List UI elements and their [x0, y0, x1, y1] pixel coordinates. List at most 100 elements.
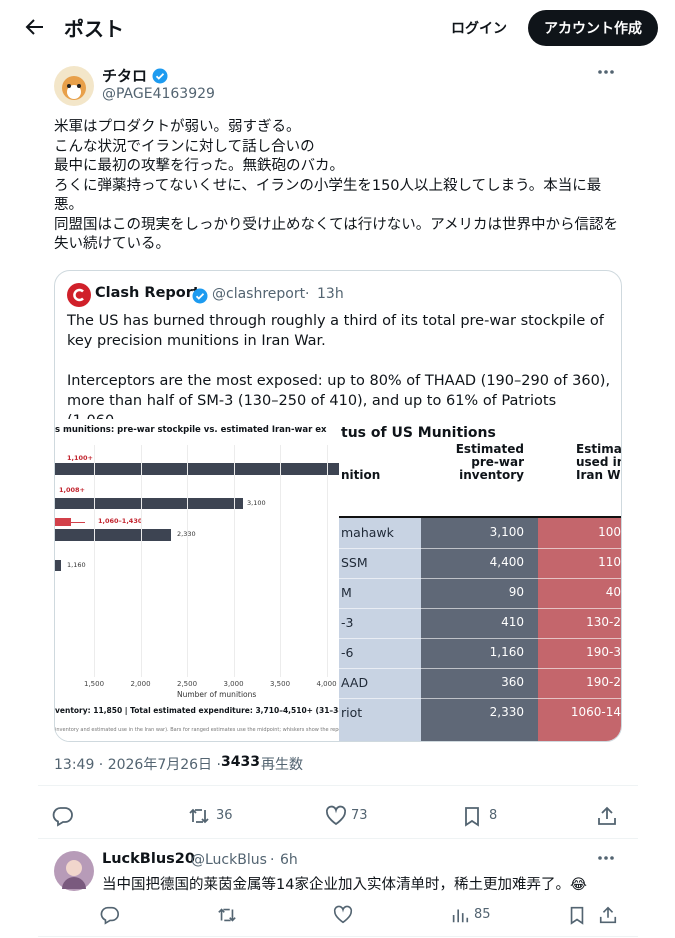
- divider: [38, 785, 638, 786]
- like-button[interactable]: [325, 805, 347, 827]
- quoted-post[interactable]: Clash Report @clashreport · 13h The US h…: [54, 270, 622, 742]
- table-header: nition: [341, 468, 381, 482]
- whisker: [55, 522, 85, 523]
- table-cell: mahawk: [341, 525, 394, 540]
- back-button[interactable]: [24, 16, 46, 38]
- bookmark-button[interactable]: [567, 905, 587, 925]
- table-cell: 3,100: [489, 525, 524, 539]
- view-label: 再生数: [261, 757, 303, 773]
- like-count: 73: [351, 808, 368, 823]
- table-cell: 40: [605, 585, 621, 599]
- reply-button[interactable]: [100, 905, 120, 925]
- bar-label: 2,330: [177, 530, 196, 538]
- reply-body: 当中国把德国的莱茵金属等14家企业加入实体清单时，稀土更加难弄了。😂: [102, 877, 587, 893]
- reply-author-name[interactable]: LuckBlus20: [102, 851, 195, 867]
- table-cell: riot: [341, 705, 363, 720]
- x-tick-label: 2,000: [130, 680, 151, 688]
- repost-button[interactable]: [188, 805, 210, 827]
- more-button[interactable]: [596, 66, 616, 78]
- grid-line: [187, 445, 188, 677]
- more-button[interactable]: [596, 852, 616, 864]
- table-cell: -6: [341, 645, 354, 660]
- bookmark-count: 8: [489, 808, 498, 823]
- table-header: used in t: [576, 455, 621, 469]
- x-tick-label: 2,500: [177, 680, 198, 688]
- table-header: pre-war: [471, 455, 524, 469]
- x-axis-label: Number of munitions: [177, 690, 257, 699]
- share-button[interactable]: [598, 905, 618, 925]
- bar-label: 1,160: [67, 561, 86, 569]
- bar: [55, 560, 61, 571]
- table-cell: AAD: [341, 675, 369, 690]
- share-button[interactable]: [596, 805, 618, 827]
- post-line: 米軍はプロダクトが弱い。弱すぎる。: [54, 119, 301, 135]
- x-tick-label: 1,500: [84, 680, 105, 688]
- page-title: ポスト: [64, 17, 124, 41]
- table-header: Estimated: [455, 442, 524, 456]
- grid-line: [140, 445, 142, 677]
- chart-title: s munitions: pre-war stockpile vs. estim…: [55, 425, 327, 435]
- separator: ·: [270, 852, 275, 868]
- reply-author-handle[interactable]: @LuckBlus: [191, 852, 267, 868]
- row-rule: [339, 608, 621, 609]
- table-cell: -3: [341, 615, 354, 630]
- post-line: 同盟国はこの現実をしっかり受け止めなくては行けない。アメリカは世界中から信認を失…: [54, 216, 619, 253]
- bar-label: 1,100+: [67, 454, 94, 462]
- author-name[interactable]: チタロ: [102, 67, 148, 85]
- table-cell: 2,330: [489, 705, 524, 719]
- table-header: inventory: [459, 468, 524, 482]
- table-cell: 360: [501, 675, 524, 689]
- table-cell: SSM: [341, 555, 368, 570]
- munitions-chart: s munitions: pre-war stockpile vs. estim…: [55, 419, 339, 741]
- author-handle[interactable]: @PAGE4163929: [102, 86, 215, 102]
- separator: ·: [305, 286, 310, 302]
- table-cell: 130-2: [586, 615, 621, 629]
- x-tick-label: 4,000: [316, 680, 337, 688]
- quote-author-name: Clash Report: [95, 285, 200, 301]
- table-cell: 100: [598, 525, 621, 539]
- table-cell: M: [341, 585, 352, 600]
- divider: [38, 936, 638, 937]
- reply-button[interactable]: [52, 805, 74, 827]
- views-icon[interactable]: [450, 905, 470, 925]
- reply-avatar[interactable]: [54, 851, 94, 891]
- view-count: 3433: [221, 754, 260, 770]
- table-cell: 190-3: [586, 645, 621, 659]
- munitions-table: tus of US Munitions nition Estimated pre-wa…: [339, 419, 621, 741]
- table-cell: 190-2: [586, 675, 621, 689]
- grid-line: [326, 445, 328, 677]
- reply-time: 6h: [280, 852, 298, 868]
- table-cell: 110: [598, 555, 621, 569]
- row-rule: [339, 578, 621, 579]
- repost-count: 36: [216, 808, 233, 823]
- timestamp[interactable]: 13:49 · 2026年7月26日 ·: [54, 757, 221, 773]
- login-button[interactable]: ログイン: [451, 21, 507, 37]
- table-title: tus of US Munitions: [341, 425, 496, 441]
- verified-badge: [192, 288, 208, 304]
- quote-time: 13h: [317, 286, 344, 302]
- bookmark-button[interactable]: [461, 805, 483, 827]
- table-cell: 90: [508, 585, 524, 599]
- x-tick-label: 3,500: [270, 680, 291, 688]
- x-tick-label: 3,000: [223, 680, 244, 688]
- header-rule: [339, 516, 621, 518]
- like-button[interactable]: [333, 905, 353, 925]
- repost-button[interactable]: [217, 905, 237, 925]
- bar-label: 1,060–1,430: [98, 517, 143, 525]
- grid-line: [233, 445, 235, 677]
- post-line: ろくに弾薬持ってないくせに、イランの小学生を150人以上殺してしまう。本当に最悪…: [54, 177, 602, 214]
- divider: [38, 838, 638, 839]
- table-cell: 1060-14: [570, 705, 621, 719]
- post-line: 最中に最初の攻撃を行った。無鉄砲のバカ。: [54, 158, 344, 174]
- table-column: [421, 518, 538, 741]
- table-cell: 4,400: [489, 555, 524, 569]
- quote-paragraph: The US has burned through roughly a thir…: [67, 313, 604, 349]
- signup-button[interactable]: アカウント作成: [528, 10, 658, 46]
- verified-badge: [152, 68, 168, 84]
- table-cell: 410: [501, 615, 524, 629]
- bar: [55, 498, 243, 509]
- chart-total: ventory: 11,850 | Total estimated expend…: [55, 706, 339, 715]
- row-rule: [339, 638, 621, 639]
- avatar[interactable]: [54, 66, 94, 106]
